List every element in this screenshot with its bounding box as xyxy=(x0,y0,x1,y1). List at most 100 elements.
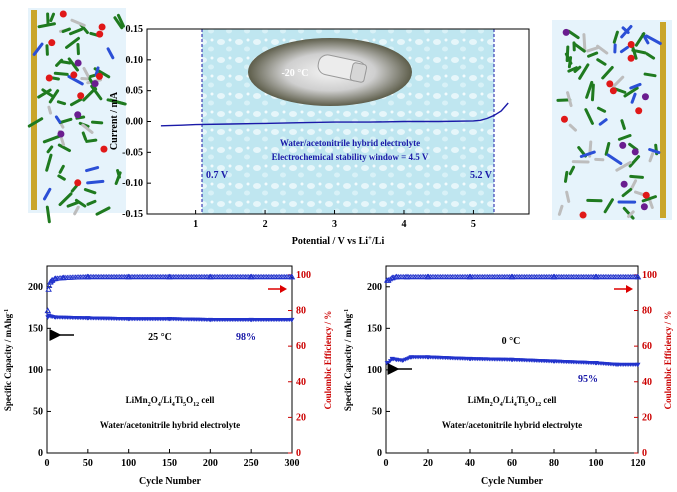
bl-left-tick-label: 0 xyxy=(38,448,43,459)
bl-x-tick-label: 100 xyxy=(121,458,136,469)
molecule-bond xyxy=(56,100,67,106)
window-right-label: 5.2 V xyxy=(470,170,493,181)
top-y-tick-label: 0.05 xyxy=(126,86,144,97)
br-capacity-point xyxy=(394,357,399,363)
bottom-left-chart: 0 50 100 150 200 250 3000501001502000204060801… xyxy=(3,265,333,487)
br-right-tick-label: 100 xyxy=(642,270,657,281)
br-right-tick-label: 0 xyxy=(642,448,647,459)
br-left-tick-label: 0 xyxy=(377,448,382,459)
br-capacity-point xyxy=(509,357,515,363)
vial-icon xyxy=(317,54,368,83)
br-left-tick-label: 200 xyxy=(367,282,382,293)
molecule-bond xyxy=(81,131,88,141)
molecule-bond xyxy=(634,32,646,47)
bl-right-tick-label: 60 xyxy=(296,341,306,352)
bl-right-tick-label: 80 xyxy=(296,306,306,317)
molecule-bond xyxy=(54,115,62,124)
top-y-tick-label: -0.05 xyxy=(122,147,143,158)
br-x-axis-label: Cycle Number xyxy=(481,476,543,487)
br-x-tick-label: 120 xyxy=(631,458,646,469)
top-y-tick-label: -0.10 xyxy=(122,178,143,189)
annotation-line-2: Electrochemical stability window = 4.5 V xyxy=(272,152,429,162)
molecule-atom xyxy=(641,93,649,101)
molecule-bond xyxy=(85,166,100,173)
top-x-tick-label: 4 xyxy=(401,219,406,230)
bl-efficiency-point xyxy=(44,307,52,314)
molecule-bond xyxy=(590,83,595,102)
molecule-atom xyxy=(95,72,103,80)
bl-left-tick-label: 150 xyxy=(28,323,43,334)
molecule-bond xyxy=(83,188,97,195)
bl-capacity-point xyxy=(52,315,58,320)
molecule-bond xyxy=(630,179,638,191)
molecule-atom xyxy=(620,180,628,188)
molecule-bond xyxy=(596,106,607,113)
molecule-bond xyxy=(629,82,642,90)
molecule-bond xyxy=(86,179,105,185)
molecule-bond xyxy=(630,92,637,104)
molecule-bond xyxy=(630,44,638,60)
molecule-bond xyxy=(582,33,587,51)
molecule-bond xyxy=(629,174,644,179)
molecule-bond xyxy=(611,75,625,89)
molecule-atom xyxy=(635,107,643,115)
molecule-bond xyxy=(57,143,71,153)
molecule-bond xyxy=(53,71,69,76)
molecule-bond xyxy=(615,160,632,172)
molecule-bond xyxy=(67,57,79,72)
br-cell-label: LiMn2O4/Li4Ti5O12 cell xyxy=(468,395,557,408)
br-capacity-point xyxy=(551,359,557,364)
molecule-bond xyxy=(585,80,594,99)
br-efficiency-point xyxy=(508,273,516,280)
molecule-bond xyxy=(82,88,95,102)
molecule-bond xyxy=(648,152,655,163)
molecule-bond xyxy=(557,204,564,216)
top-y-tick-label: 0.10 xyxy=(126,55,144,66)
window-left-label: 0.7 V xyxy=(206,170,229,181)
molecule-atom xyxy=(609,87,617,95)
molecule-bond xyxy=(27,117,44,128)
bl-x-tick-label: 300 xyxy=(285,458,300,469)
bl-x-tick-label: 50 xyxy=(83,458,93,469)
molecule-bond xyxy=(627,210,635,218)
br-x-tick-label: 40 xyxy=(465,458,475,469)
molecule-bond xyxy=(587,51,599,58)
br-x-tick-label: 20 xyxy=(423,458,433,469)
molecule-atom xyxy=(640,203,648,211)
br-electrolyte-label: Water/acetonitrile hybrid electrolyte xyxy=(442,420,582,430)
br-temperature: 0 °C xyxy=(502,336,521,347)
molecule-bond xyxy=(70,184,78,193)
bl-efficiency-point xyxy=(288,273,296,280)
br-efficiency-point xyxy=(424,273,432,280)
bl-left-axis-label: Specific Capacity / mAhg-1 xyxy=(3,309,13,411)
bl-capacity-point xyxy=(289,317,295,323)
molecule-bond xyxy=(586,46,599,53)
br-efficiency-point xyxy=(592,273,600,280)
molecule-bond xyxy=(32,42,44,56)
bl-left-tick-label: 200 xyxy=(28,282,43,293)
br-efficiency-point xyxy=(466,273,474,280)
bl-electrolyte-label: Water/acetonitrile hybrid electrolyte xyxy=(100,420,240,430)
molecule-bond xyxy=(49,12,55,23)
molecule-bond xyxy=(566,91,573,108)
molecule-bond xyxy=(606,153,623,165)
molecule-atom xyxy=(48,39,56,47)
bl-right-tick-label: 20 xyxy=(296,412,306,423)
br-capacity-point xyxy=(593,361,599,366)
bl-x-tick-label: 0 xyxy=(45,458,50,469)
molecule-bond xyxy=(68,27,84,36)
br-capacity-point xyxy=(389,356,395,362)
br-right-axis-label: Coulombic Efficiency / % xyxy=(663,311,673,410)
molecule-bond xyxy=(113,16,124,30)
bl-right-axis-label: Coulombic Efficiency / % xyxy=(323,311,333,410)
molecule-bond xyxy=(85,138,98,143)
br-left-axis-label: Specific Capacity / mAhg-1 xyxy=(343,309,353,411)
br-efficiency-point xyxy=(389,274,396,281)
br-right-tick-label: 40 xyxy=(642,377,652,388)
molecular-structure-left xyxy=(27,8,127,224)
molecule-bond xyxy=(114,171,122,185)
molecule-atom xyxy=(45,74,53,82)
br-efficiency-point xyxy=(550,273,558,280)
molecule-bond xyxy=(620,25,633,39)
